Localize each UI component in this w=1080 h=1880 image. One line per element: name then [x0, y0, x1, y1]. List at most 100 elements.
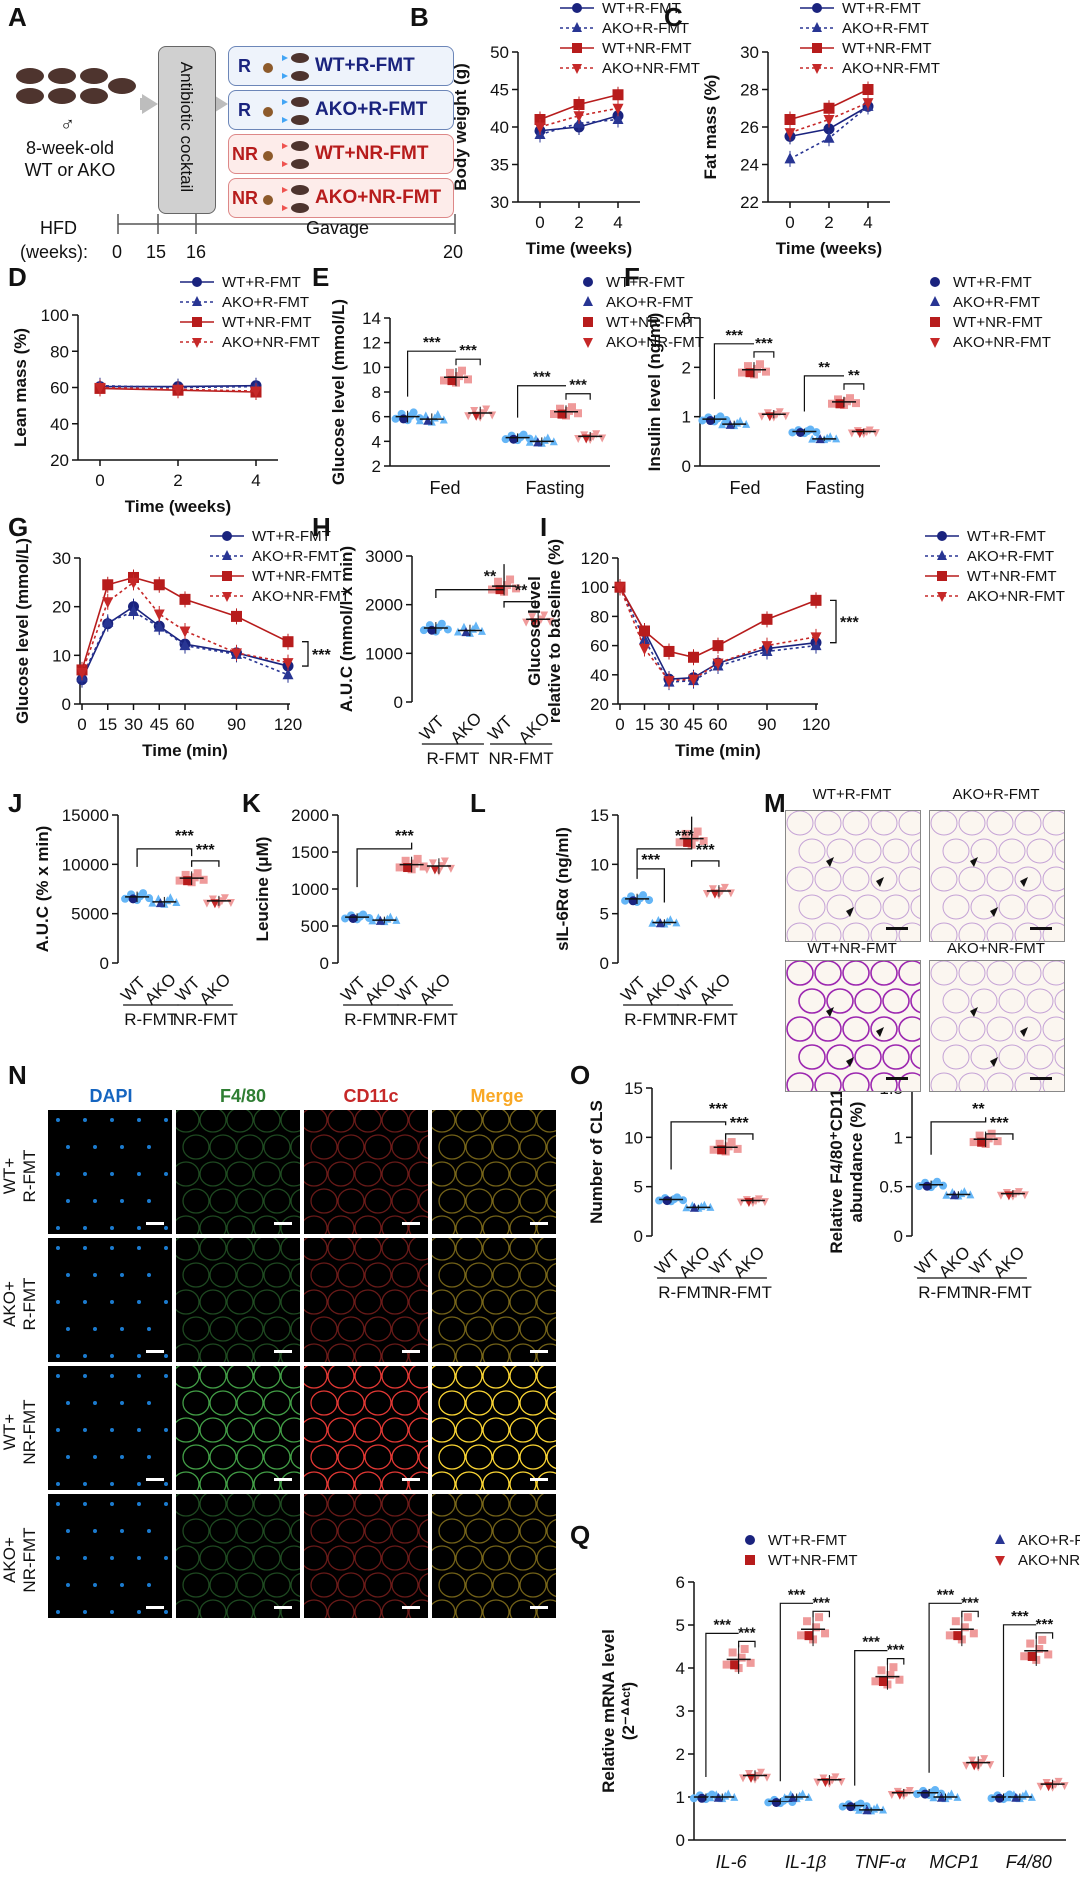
y-tick-label: 30 [740, 43, 759, 62]
membrane-outline [310, 1262, 338, 1288]
membrane-outline [482, 1289, 510, 1315]
data-point [415, 416, 424, 425]
membrane-outline [465, 1316, 493, 1342]
panel-letter-j: J [8, 788, 23, 818]
nucleus-dot [83, 1172, 87, 1176]
membrane-outline [381, 1599, 409, 1618]
micrograph-label-wt-nr: WT+NR-FMT [807, 940, 897, 957]
sig-label: *** [312, 647, 331, 664]
membrane-outline [304, 1366, 328, 1389]
membrane-outline [226, 1599, 254, 1618]
membrane-outline [482, 1238, 510, 1261]
membrane-outline [209, 1572, 237, 1598]
adipocyte-cell [998, 1044, 1026, 1070]
adipocyte-cell [882, 894, 910, 920]
y-tick-label: 0 [394, 693, 403, 712]
legend-label: WT+NR-FMT [842, 40, 932, 57]
adipocyte-cell [882, 1044, 910, 1070]
nucleus-dot [120, 1529, 124, 1533]
membrane-outline [364, 1134, 392, 1160]
adipocyte-cell [1026, 1044, 1054, 1070]
scale-bar [402, 1222, 420, 1225]
data-point [945, 1631, 954, 1640]
data-point [410, 859, 419, 868]
y-tick-label: 0 [682, 457, 691, 476]
legend-label: AKO+R-FMT [222, 294, 309, 311]
membrane-outline [438, 1518, 466, 1544]
adipocyte-cell [854, 894, 882, 920]
series-line [789, 101, 869, 134]
y-tick-label: 60 [50, 379, 69, 398]
sig-bracket [854, 1650, 888, 1786]
adipocyte-cell [826, 988, 854, 1014]
adipocyte-pattern [930, 811, 1064, 941]
data-point [722, 1660, 731, 1669]
membrane-outline [364, 1188, 392, 1214]
adipocyte-cell [1014, 961, 1042, 986]
y-tick-label: 80 [50, 342, 69, 361]
nucleus-dot [110, 1482, 114, 1486]
membrane-outline [354, 1238, 382, 1261]
fluorescence-pattern [304, 1366, 428, 1490]
sig-label: *** [1036, 1616, 1054, 1633]
svg-text:R: R [238, 100, 251, 120]
sig-bracket [356, 842, 413, 888]
nucleus-dot [56, 1172, 60, 1176]
sig-label: *** [696, 842, 715, 859]
membrane-outline [509, 1417, 537, 1443]
nucleus-dot [56, 1118, 60, 1122]
membrane-outline [492, 1518, 520, 1544]
data-point [951, 1617, 960, 1626]
fluorescence-pattern [176, 1238, 300, 1362]
x-tick-label: 4 [251, 471, 260, 490]
nucleus-dot [93, 1145, 97, 1149]
nucleus-dot [137, 1374, 141, 1378]
membrane-outline [263, 1518, 291, 1544]
membrane-outline [465, 1572, 493, 1598]
y-tick-label: 50 [490, 43, 509, 62]
nucleus-dot [120, 1145, 124, 1149]
membrane-outline [509, 1545, 537, 1571]
membrane-outline [519, 1188, 547, 1214]
y-tick-label: 22 [740, 193, 759, 212]
membrane-outline [465, 1188, 493, 1214]
y-axis-label: sIL-6Rα (ng/ml) [553, 827, 572, 951]
sig-bracket [724, 1133, 754, 1140]
sig-bracket [503, 601, 539, 608]
y-tick-label: 40 [490, 118, 509, 137]
x-tick-label: 0 [95, 471, 104, 490]
nucleus-dot [110, 1428, 114, 1432]
data-point [94, 383, 106, 394]
sig-label: *** [812, 1594, 830, 1611]
y-tick-label: 15000 [62, 806, 109, 825]
data-point [443, 625, 452, 634]
data-point [761, 613, 773, 625]
timeline-tick-20: 20 [443, 242, 464, 262]
x-tick-label: 90 [758, 715, 777, 734]
membrane-outline [455, 1215, 483, 1234]
fluorescence-pattern [304, 1494, 428, 1618]
membrane-outline [482, 1545, 510, 1571]
y-axis-label: relative to baseline (%) [545, 539, 564, 723]
membrane-outline [432, 1343, 456, 1362]
data-point [784, 114, 796, 125]
membrane-outline [519, 1518, 547, 1544]
y-tick-label: 12 [362, 334, 381, 353]
data-point [446, 864, 455, 873]
scale-bar [146, 1478, 164, 1481]
scale-bar [274, 1222, 292, 1225]
membrane-outline [263, 1390, 291, 1416]
membrane-outline [199, 1289, 227, 1315]
if-image-cell [304, 1494, 428, 1618]
membrane-outline [182, 1572, 210, 1598]
data-point [689, 1794, 698, 1803]
adipocyte-cell [958, 961, 986, 986]
if-image-cell [176, 1366, 300, 1490]
membrane-outline [310, 1444, 338, 1470]
membrane-outline [364, 1444, 392, 1470]
antibiotic-box: Antibiotic cocktail [158, 46, 216, 214]
membrane-outline [381, 1366, 409, 1389]
x-tick-label: 2 [824, 213, 833, 232]
membrane-outline [337, 1316, 365, 1342]
x-tick-label: 45 [150, 715, 169, 734]
